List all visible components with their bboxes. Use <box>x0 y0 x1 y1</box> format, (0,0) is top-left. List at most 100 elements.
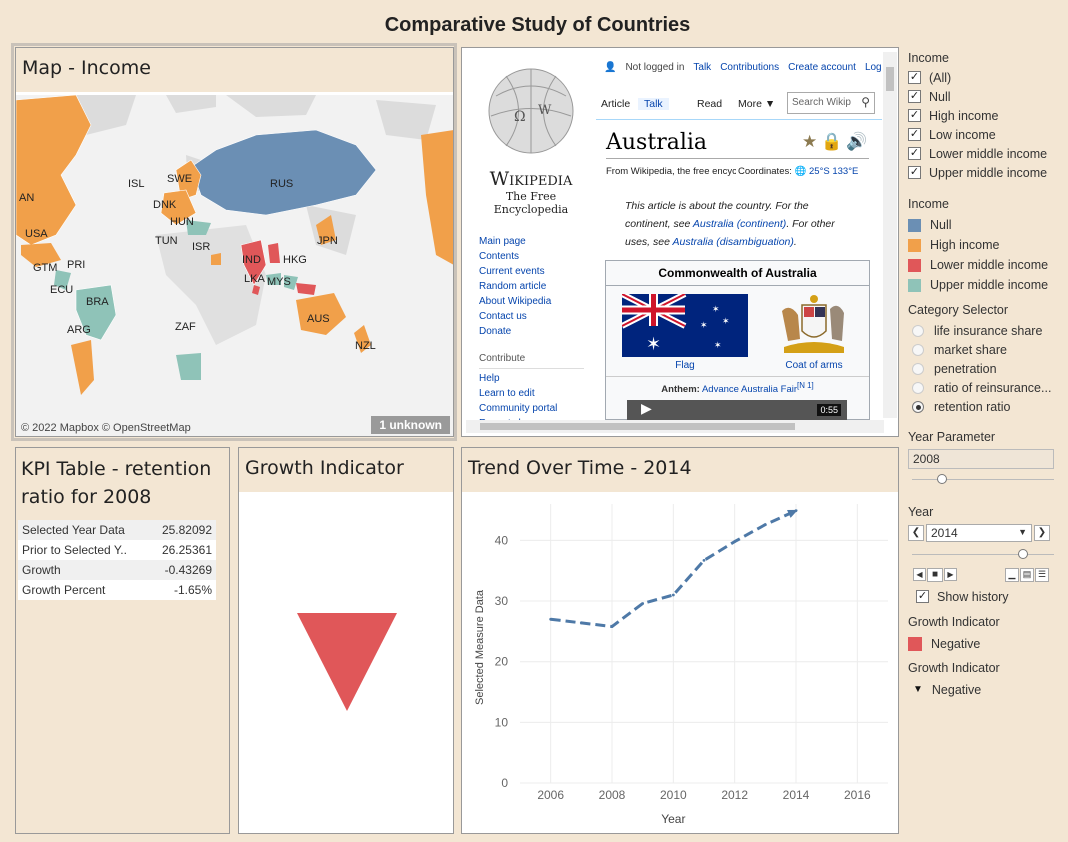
tab-read[interactable]: Read <box>697 98 723 110</box>
legend-upper-middle[interactable]: Upper middle income <box>908 275 1048 295</box>
category-market-share[interactable]: market share <box>908 340 1051 359</box>
link-australia-disambiguation[interactable]: Australia (disambiguation) <box>672 236 794 248</box>
category-reinsurance[interactable]: ratio of reinsurance... <box>908 378 1051 397</box>
filter-high-income[interactable]: ✓ High income <box>908 108 999 123</box>
unknown-badge[interactable]: 1 unknown <box>371 416 450 434</box>
legend-high-income[interactable]: High income <box>908 235 1048 255</box>
wiki-search-input[interactable]: Search Wikip ⚲ <box>787 92 875 114</box>
kpi-table[interactable]: Selected Year Data 25.82092 Prior to Sele… <box>18 520 216 600</box>
checkbox-checked-icon[interactable]: ✓ <box>916 590 929 603</box>
nav-help[interactable]: Help <box>479 373 500 384</box>
link-create-account[interactable]: Create account <box>788 62 856 73</box>
show-history-toggle[interactable]: ✓ Show history <box>916 589 1009 604</box>
data-point <box>671 593 675 597</box>
negative-triangle-icon[interactable] <box>297 613 397 715</box>
trend-chart[interactable]: 0 10 20 30 40 2006 2008 2010 2012 2014 2016 Year Sel… <box>462 492 898 833</box>
link-australia-continent[interactable]: Australia (continent) <box>692 218 787 230</box>
coat-of-arms-image[interactable] <box>772 291 856 359</box>
wiki-panel[interactable]: Ω W Wikipedia The Free Encyclopedia Main… <box>461 47 899 437</box>
kpi-row-growth[interactable]: Growth -0.43269 <box>18 560 216 580</box>
filter-all[interactable]: ✓ (All) <box>908 70 952 85</box>
tab-article[interactable]: Article <box>601 98 631 110</box>
australian-flag[interactable]: ✶ ✶ ✶ ✶ ✶ <box>620 291 748 357</box>
vertical-scrollbar[interactable] <box>883 52 897 418</box>
filter-low-income[interactable]: ✓ Low income <box>908 127 996 142</box>
radio-icon[interactable] <box>912 381 924 394</box>
category-retention-ratio[interactable]: retention ratio <box>908 397 1051 416</box>
prev-year-button[interactable]: ❮ <box>908 525 924 541</box>
nav-community-portal[interactable]: Community portal <box>479 403 558 414</box>
filter-upper-middle[interactable]: ✓ Upper middle income <box>908 165 1048 180</box>
horizontal-scrollbar[interactable] <box>466 420 884 433</box>
play-icon[interactable]: ▶ <box>641 401 652 417</box>
radio-selected-icon[interactable] <box>912 400 924 413</box>
checkbox-checked-icon[interactable]: ✓ <box>908 128 921 141</box>
kpi-panel[interactable]: KPI Table - retention ratio for 2008 Sel… <box>15 447 230 834</box>
speed-fast-icon[interactable]: ☰ <box>1035 568 1049 582</box>
checkbox-checked-icon[interactable]: ✓ <box>908 147 921 160</box>
filter-lower-middle[interactable]: ✓ Lower middle income <box>908 146 1048 161</box>
flag-caption[interactable]: Flag <box>675 360 695 371</box>
speed-medium-icon[interactable]: ▤ <box>1020 568 1034 582</box>
growth-panel[interactable]: Growth Indicator <box>238 447 454 834</box>
anthem-audio-player[interactable]: ▶ 0:55 <box>627 400 847 420</box>
play-back-icon[interactable]: ◀ <box>913 568 926 581</box>
link-log-in[interactable]: Log in <box>864 62 893 73</box>
checkbox-checked-icon[interactable]: ✓ <box>908 109 921 122</box>
map-label: ISR <box>192 241 211 253</box>
chevron-down-icon[interactable]: ▼ <box>1018 527 1027 537</box>
legend-null[interactable]: Null <box>908 215 1048 235</box>
checkbox-checked-icon[interactable]: ✓ <box>908 90 921 103</box>
kpi-row-prior-year[interactable]: Prior to Selected Y.. 26.25361 <box>22 543 212 557</box>
nav-contact[interactable]: Contact us <box>479 311 527 322</box>
tab-more[interactable]: More ▼ <box>738 98 776 110</box>
tab-talk[interactable]: Talk <box>638 98 669 110</box>
stop-icon[interactable]: ■ <box>927 568 943 582</box>
kpi-row-selected-year[interactable]: Selected Year Data 25.82092 <box>18 520 216 540</box>
kpi-row-growth-percent[interactable]: Growth Percent -1.65% <box>22 583 212 597</box>
coordinates-link[interactable]: 25°S 133°E <box>809 166 859 177</box>
radio-icon[interactable] <box>912 324 924 337</box>
filter-null[interactable]: ✓ Null <box>908 89 951 104</box>
nav-about[interactable]: About Wikipedia <box>479 296 552 307</box>
nav-main-page[interactable]: Main page <box>479 236 526 247</box>
radio-icon[interactable] <box>912 362 924 375</box>
growth-color-negative[interactable]: Negative <box>908 634 1000 653</box>
nav-donate[interactable]: Donate <box>479 326 512 337</box>
year-slider-track[interactable] <box>912 554 1054 555</box>
vertical-scroll-thumb[interactable] <box>886 67 894 91</box>
world-map[interactable]: AN USA GTM PRI ECU BRA ARG ISL SWE DNK H… <box>16 95 453 436</box>
year-slider-knob[interactable] <box>1018 549 1028 559</box>
legend-lower-middle[interactable]: Lower middle income <box>908 255 1048 275</box>
nav-current-events[interactable]: Current events <box>479 266 545 277</box>
radio-icon[interactable] <box>912 343 924 356</box>
year-dropdown[interactable]: 2014 ▼ <box>926 524 1032 542</box>
year-parameter-input[interactable]: 2008 <box>908 449 1054 469</box>
link-contributions[interactable]: Contributions <box>720 62 780 73</box>
year-parameter-slider-knob[interactable] <box>937 474 947 484</box>
checkbox-checked-icon[interactable]: ✓ <box>908 166 921 179</box>
map-attribution[interactable]: © 2022 Mapbox © OpenStreetMap <box>21 422 191 434</box>
map-label: BRA <box>86 296 109 308</box>
year-parameter-slider-track[interactable] <box>912 479 1054 480</box>
category-penetration[interactable]: penetration <box>908 359 1051 378</box>
trend-panel[interactable]: Trend Over Time - 2014 0 10 20 30 40 2006 2008… <box>461 447 899 834</box>
growth-color-legend: Growth Indicator Negative <box>908 615 1000 653</box>
category-life-insurance[interactable]: life insurance share <box>908 321 1051 340</box>
checkbox-checked-icon[interactable]: ✓ <box>908 71 921 84</box>
speed-slow-icon[interactable]: ▁ <box>1005 568 1019 582</box>
nav-contents[interactable]: Contents <box>479 251 520 262</box>
nav-random-article[interactable]: Random article <box>479 281 547 292</box>
not-logged-in: Not logged in <box>625 62 685 73</box>
map-panel[interactable]: Map - Income <box>15 47 454 437</box>
horizontal-scroll-thumb[interactable] <box>480 423 795 430</box>
anthem-link[interactable]: Advance Australia Fair <box>701 384 797 396</box>
search-icon[interactable]: ⚲ <box>861 95 870 109</box>
play-forward-icon[interactable]: ▶ <box>944 568 957 581</box>
link-talk[interactable]: Talk <box>693 62 712 73</box>
next-year-button[interactable]: ❯ <box>1034 525 1050 541</box>
growth-shape-negative[interactable]: ▼ Negative <box>913 682 982 697</box>
nav-learn-to-edit[interactable]: Learn to edit <box>479 388 535 399</box>
swatch <box>908 238 921 252</box>
coa-caption[interactable]: Coat of arms <box>785 360 843 371</box>
